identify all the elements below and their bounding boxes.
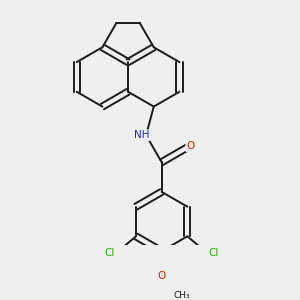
Text: NH: NH [134,130,149,140]
Text: Cl: Cl [208,248,219,259]
Text: CH₃: CH₃ [173,291,190,300]
Text: Cl: Cl [105,248,115,259]
Text: O: O [186,141,195,151]
Text: O: O [158,272,166,281]
